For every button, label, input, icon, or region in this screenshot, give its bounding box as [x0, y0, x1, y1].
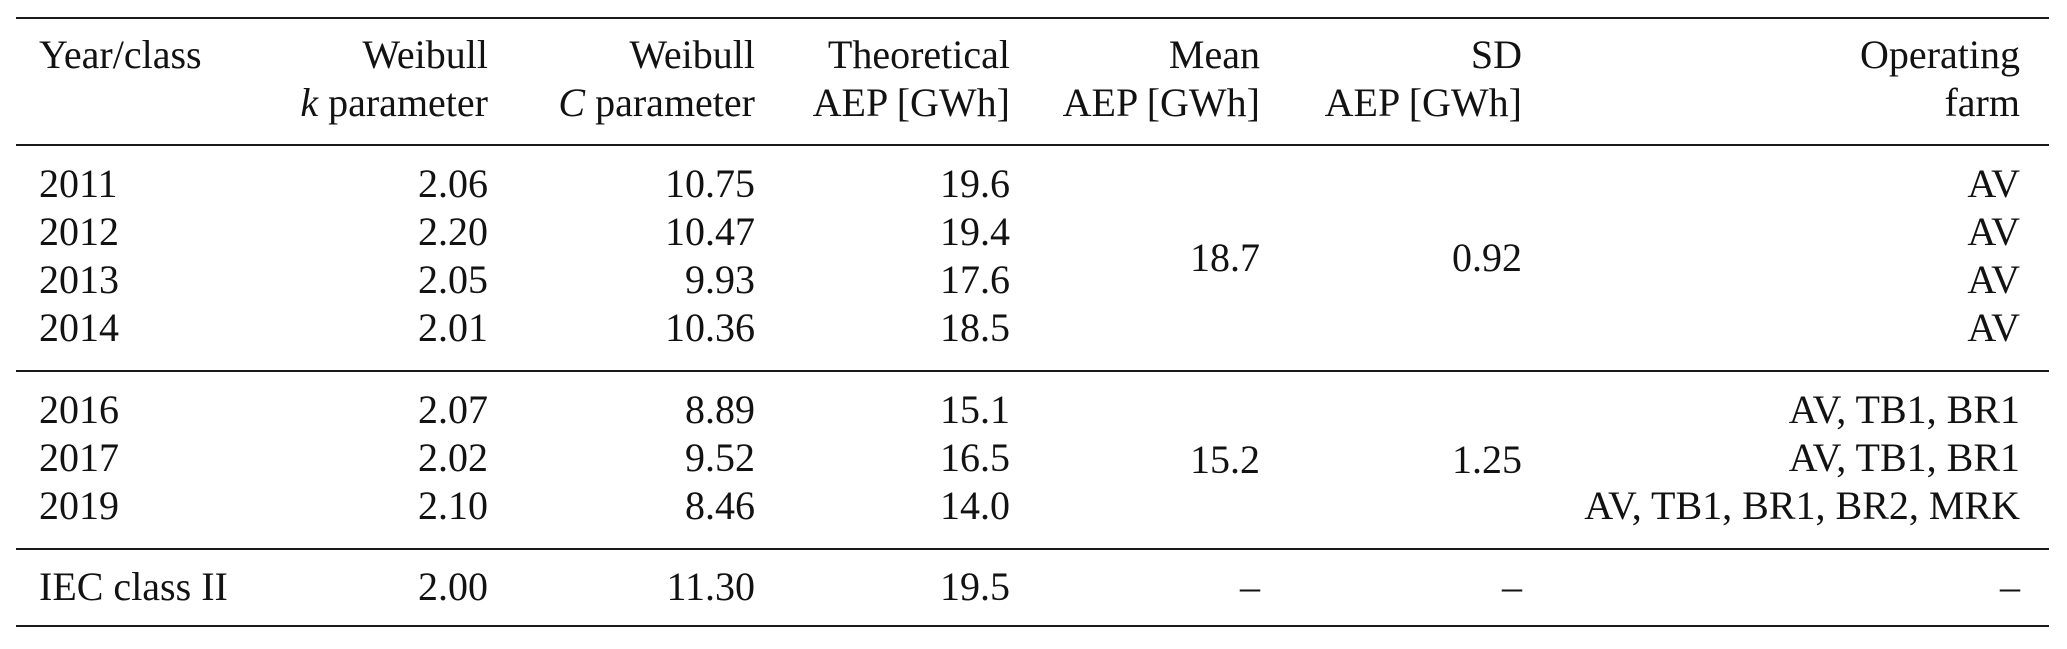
results-table-container: Year/class Weibull k parameter Weibull C…	[16, 17, 2049, 627]
cell-sd-aep-group1: 0.92	[1452, 235, 1522, 280]
header-rest: farm	[1944, 80, 2020, 125]
cell-theoretical-aep: 15.1	[940, 387, 1010, 432]
header-line2: AEP [GWh]	[755, 79, 1010, 127]
cell-theoretical-aep: 18.5	[940, 305, 1010, 350]
cell-weibull-k: 2.07	[418, 387, 488, 432]
cell-theoretical-aep: 16.5	[940, 435, 1010, 480]
cell-weibull-k: 2.05	[418, 257, 488, 302]
cell-weibull-c: 9.52	[685, 435, 755, 480]
header-sd-aep: SD AEP [GWh]	[1260, 19, 1522, 145]
header-rest: AEP [GWh]	[812, 80, 1010, 125]
header-line2	[39, 79, 300, 127]
cell-mean-aep-group2: 15.2	[1190, 437, 1260, 482]
cell-weibull-k: 2.10	[418, 483, 488, 528]
table-row: 2017 2.02 9.52 16.5 AV, TB1, BR1	[16, 434, 2049, 482]
header-line2: farm	[1522, 79, 2020, 127]
cell-year: 2016	[39, 387, 119, 432]
table-row: 2016 2.07 8.89 15.1 15.2 1.25 AV, TB1, B…	[16, 371, 2049, 482]
cell-weibull-k: 2.00	[418, 564, 488, 609]
cell-year: 2013	[39, 257, 119, 302]
cell-operating-farm: AV	[1967, 257, 2020, 302]
cell-sd-aep: –	[1502, 564, 1522, 609]
header-rest: parameter	[318, 80, 488, 125]
cell-year: 2012	[39, 209, 119, 254]
cell-weibull-c: 9.93	[685, 257, 755, 302]
header-weibull-c: Weibull C parameter	[488, 19, 755, 145]
table-row: 2011 2.06 10.75 19.6 18.7 0.92 AV	[16, 145, 2049, 280]
cell-weibull-c: 10.47	[665, 209, 755, 254]
cell-theoretical-aep: 14.0	[940, 483, 1010, 528]
header-mean-aep: Mean AEP [GWh]	[1010, 19, 1260, 145]
header-line1: Mean	[1168, 32, 1260, 77]
header-line1: Year/class	[39, 32, 202, 77]
header-line2: AEP [GWh]	[1260, 79, 1522, 127]
header-var: k	[300, 80, 319, 125]
header-line1: Operating	[1860, 32, 2020, 77]
cell-mean-aep: –	[1240, 564, 1260, 609]
header-rest: parameter	[585, 80, 755, 125]
cell-year: 2014	[39, 305, 119, 350]
table-row: 2013 2.05 9.93 17.6 AV	[16, 256, 2049, 304]
cell-weibull-k: 2.06	[418, 161, 488, 206]
header-row: Year/class Weibull k parameter Weibull C…	[16, 19, 2049, 145]
cell-weibull-k: 2.02	[418, 435, 488, 480]
cell-weibull-k: 2.01	[418, 305, 488, 350]
cell-operating-farm: AV, TB1, BR1	[1788, 435, 2020, 480]
group-iec-class: IEC class II 2.00 11.30 19.5 – – –	[16, 549, 2049, 625]
table-row: IEC class II 2.00 11.30 19.5 – – –	[16, 549, 2049, 625]
cell-weibull-c: 10.75	[665, 161, 755, 206]
header-var: C	[558, 80, 586, 125]
cell-year: 2019	[39, 483, 119, 528]
cell-operating-farm: AV	[1967, 305, 2020, 350]
header-weibull-k: Weibull k parameter	[300, 19, 488, 145]
weibull-aep-results-table: Year/class Weibull k parameter Weibull C…	[16, 19, 2049, 625]
table-row: 2014 2.01 10.36 18.5 AV	[16, 304, 2049, 371]
header-line1: SD	[1470, 32, 1522, 77]
table-row: 2019 2.10 8.46 14.0 AV, TB1, BR1, BR2, M…	[16, 482, 2049, 549]
cell-year: IEC class II	[39, 564, 228, 609]
cell-year: 2017	[39, 435, 119, 480]
header-rest: AEP [GWh]	[1324, 80, 1522, 125]
cell-weibull-c: 10.36	[665, 305, 755, 350]
cell-weibull-k: 2.20	[418, 209, 488, 254]
cell-weibull-c: 8.89	[685, 387, 755, 432]
cell-theoretical-aep: 17.6	[940, 257, 1010, 302]
header-operating-farm: Operating farm	[1522, 19, 2049, 145]
header-rest: AEP [GWh]	[1062, 80, 1260, 125]
cell-operating-farm: AV, TB1, BR1	[1788, 387, 2020, 432]
cell-theoretical-aep: 19.5	[940, 564, 1010, 609]
group-2011-2014: 2011 2.06 10.75 19.6 18.7 0.92 AV 2012 2…	[16, 145, 2049, 371]
header-year-class: Year/class	[16, 19, 300, 145]
cell-weibull-c: 11.30	[666, 564, 755, 609]
table-header: Year/class Weibull k parameter Weibull C…	[16, 19, 2049, 145]
cell-year: 2011	[39, 161, 118, 206]
cell-operating-farm: AV	[1967, 161, 2020, 206]
header-line1: Theoretical	[827, 32, 1010, 77]
group-2016-2019: 2016 2.07 8.89 15.1 15.2 1.25 AV, TB1, B…	[16, 371, 2049, 549]
header-line1: Weibull	[362, 32, 488, 77]
cell-theoretical-aep: 19.4	[940, 209, 1010, 254]
cell-operating-farm: AV	[1967, 209, 2020, 254]
table-row: 2012 2.20 10.47 19.4 AV	[16, 208, 2049, 256]
cell-theoretical-aep: 19.6	[940, 161, 1010, 206]
header-line2: AEP [GWh]	[1010, 79, 1260, 127]
cell-sd-aep-group2: 1.25	[1452, 437, 1522, 482]
header-theoretical-aep: Theoretical AEP [GWh]	[755, 19, 1010, 145]
header-line2: k parameter	[300, 79, 488, 127]
header-line2: C parameter	[488, 79, 755, 127]
cell-mean-aep-group1: 18.7	[1190, 235, 1260, 280]
cell-weibull-c: 8.46	[685, 483, 755, 528]
cell-operating-farm: AV, TB1, BR1, BR2, MRK	[1584, 483, 2020, 528]
cell-operating-farm: –	[2000, 564, 2020, 609]
header-line1: Weibull	[629, 32, 755, 77]
